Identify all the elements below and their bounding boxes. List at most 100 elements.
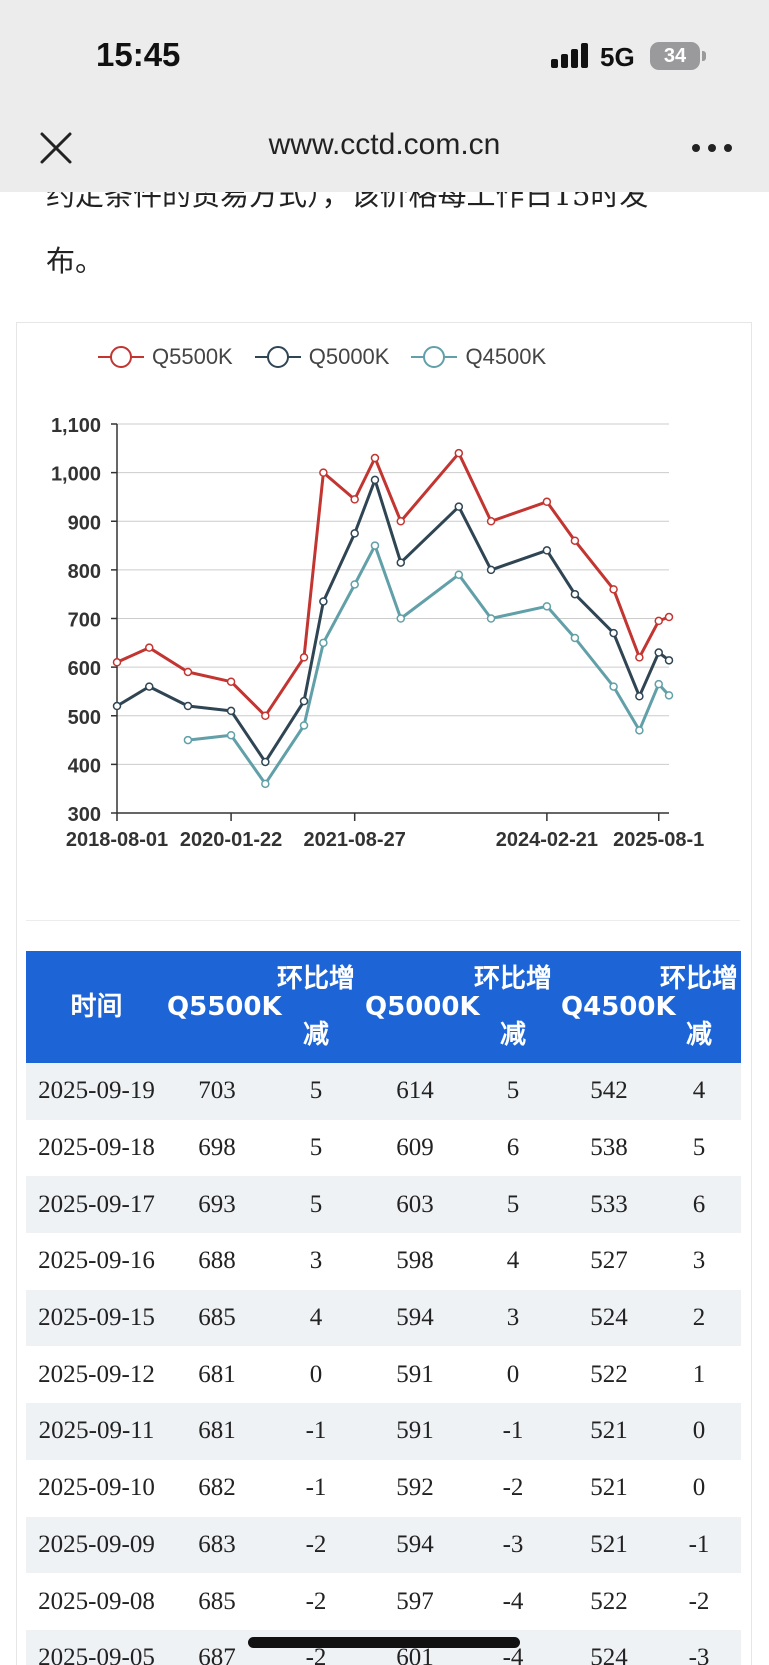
value-cell: 524 bbox=[561, 1629, 657, 1665]
value-cell: 1 bbox=[657, 1346, 741, 1404]
close-icon[interactable] bbox=[36, 128, 76, 168]
value-cell: 521 bbox=[561, 1459, 657, 1517]
value-cell: 614 bbox=[365, 1063, 465, 1120]
legend-label: Q4500K bbox=[465, 344, 547, 369]
value-cell: 6 bbox=[465, 1119, 561, 1177]
legend-marker-icon bbox=[411, 346, 458, 368]
table-row: 2025-09-08 685 -2 597 -4 522 -2 bbox=[26, 1573, 741, 1630]
value-cell: 5 bbox=[267, 1119, 365, 1177]
value-cell: -2 bbox=[267, 1573, 365, 1630]
value-cell: -2 bbox=[657, 1573, 741, 1630]
signal-icon bbox=[551, 42, 589, 68]
value-cell: 0 bbox=[267, 1346, 365, 1404]
browser-chrome: 15:45 5G 34 www.cctd.com.cn bbox=[0, 0, 769, 192]
legend-item-q4500k[interactable]: Q4500K bbox=[409, 343, 546, 371]
value-cell: -2 bbox=[465, 1459, 561, 1517]
date-cell: 2025-09-05 bbox=[26, 1629, 167, 1665]
value-cell: 2 bbox=[657, 1289, 741, 1347]
value-cell: 522 bbox=[561, 1573, 657, 1630]
value-cell: -2 bbox=[267, 1516, 365, 1574]
value-cell: 591 bbox=[365, 1403, 465, 1460]
value-cell: 688 bbox=[167, 1233, 267, 1290]
table-row: 2025-09-09 683 -2 594 -3 521 -1 bbox=[26, 1516, 741, 1574]
url-bar[interactable]: www.cctd.com.cn bbox=[268, 128, 501, 161]
value-cell: 5 bbox=[267, 1176, 365, 1234]
battery-icon: 34 bbox=[650, 42, 700, 70]
date-cell: 2025-09-15 bbox=[26, 1289, 167, 1347]
value-cell: 4 bbox=[267, 1289, 365, 1347]
value-cell: 603 bbox=[365, 1176, 465, 1234]
more-options-icon[interactable] bbox=[690, 136, 734, 160]
value-cell: 681 bbox=[167, 1403, 267, 1460]
table-row: 2025-09-10 682 -1 592 -2 521 0 bbox=[26, 1459, 741, 1517]
value-cell: 681 bbox=[167, 1346, 267, 1404]
value-cell: 4 bbox=[657, 1063, 741, 1120]
value-cell: 685 bbox=[167, 1573, 267, 1630]
legend-marker-icon bbox=[254, 346, 301, 368]
table-row: 2025-09-11 681 -1 591 -1 521 0 bbox=[26, 1403, 741, 1460]
value-cell: 0 bbox=[465, 1346, 561, 1404]
value-cell: 521 bbox=[561, 1516, 657, 1574]
header-change: 环比增减 bbox=[267, 951, 365, 1063]
value-cell: 683 bbox=[167, 1516, 267, 1574]
value-cell: 3 bbox=[657, 1233, 741, 1290]
table-row: 2025-09-18 698 5 609 6 538 5 bbox=[26, 1119, 741, 1177]
date-cell: 2025-09-10 bbox=[26, 1459, 167, 1517]
date-cell: 2025-09-18 bbox=[26, 1119, 167, 1177]
value-cell: 682 bbox=[167, 1459, 267, 1517]
value-cell: 594 bbox=[365, 1289, 465, 1347]
table-header-row: 时间 Q5500K 环比增减 Q5000K 环比增减 Q4500K 环比增减 bbox=[26, 951, 741, 1063]
value-cell: 5 bbox=[465, 1063, 561, 1120]
date-cell: 2025-09-17 bbox=[26, 1176, 167, 1234]
table-row: 2025-09-17 693 5 603 5 533 6 bbox=[26, 1176, 741, 1234]
value-cell: 592 bbox=[365, 1459, 465, 1517]
legend-item-q5500k[interactable]: Q5500K bbox=[96, 343, 233, 371]
value-cell: 521 bbox=[561, 1403, 657, 1460]
value-cell: 3 bbox=[267, 1233, 365, 1290]
value-cell: 4 bbox=[465, 1233, 561, 1290]
legend-label: Q5000K bbox=[308, 344, 390, 369]
date-cell: 2025-09-09 bbox=[26, 1516, 167, 1574]
value-cell: -1 bbox=[465, 1403, 561, 1460]
status-time: 15:45 bbox=[96, 36, 181, 73]
legend-marker-icon bbox=[98, 346, 144, 368]
value-cell: 524 bbox=[561, 1289, 657, 1347]
header-time: 时间 bbox=[26, 951, 167, 1063]
battery-cap bbox=[702, 51, 706, 61]
value-cell: 693 bbox=[167, 1176, 267, 1234]
date-cell: 2025-09-08 bbox=[26, 1573, 167, 1630]
value-cell: 542 bbox=[561, 1063, 657, 1120]
value-cell: 594 bbox=[365, 1516, 465, 1574]
value-cell: 5 bbox=[657, 1119, 741, 1177]
value-cell: 598 bbox=[365, 1233, 465, 1290]
value-cell: 609 bbox=[365, 1119, 465, 1177]
value-cell: 527 bbox=[561, 1233, 657, 1290]
value-cell: -3 bbox=[465, 1516, 561, 1574]
value-cell: 522 bbox=[561, 1346, 657, 1404]
value-cell: -1 bbox=[267, 1459, 365, 1517]
chart-legend: Q5500K Q5000K Q4500K bbox=[96, 340, 566, 374]
date-cell: 2025-09-12 bbox=[26, 1346, 167, 1404]
value-cell: -1 bbox=[657, 1516, 741, 1574]
value-cell: 685 bbox=[167, 1289, 267, 1347]
header-q5000k: Q5000K bbox=[365, 951, 480, 1063]
price-table: 时间 Q5500K 环比增减 Q5000K 环比增减 Q4500K 环比增减 2… bbox=[26, 951, 741, 1665]
date-cell: 2025-09-19 bbox=[26, 1063, 167, 1120]
value-cell: 5 bbox=[465, 1176, 561, 1234]
value-cell: 6 bbox=[657, 1176, 741, 1234]
value-cell: 591 bbox=[365, 1346, 465, 1404]
value-cell: 0 bbox=[657, 1403, 741, 1460]
header-q5500k: Q5500K bbox=[167, 951, 282, 1063]
article-text-end: 布。 bbox=[46, 244, 105, 278]
network-label: 5G bbox=[600, 42, 635, 72]
legend-item-q5000k[interactable]: Q5000K bbox=[253, 343, 390, 371]
value-cell: 5 bbox=[267, 1063, 365, 1120]
value-cell: -4 bbox=[465, 1573, 561, 1630]
header-q4500k: Q4500K bbox=[561, 951, 676, 1063]
date-cell: 2025-09-16 bbox=[26, 1233, 167, 1290]
chart-divider bbox=[26, 920, 740, 921]
header-change: 环比增减 bbox=[657, 951, 741, 1063]
value-cell: 538 bbox=[561, 1119, 657, 1177]
value-cell: 3 bbox=[465, 1289, 561, 1347]
home-indicator bbox=[248, 1637, 520, 1648]
